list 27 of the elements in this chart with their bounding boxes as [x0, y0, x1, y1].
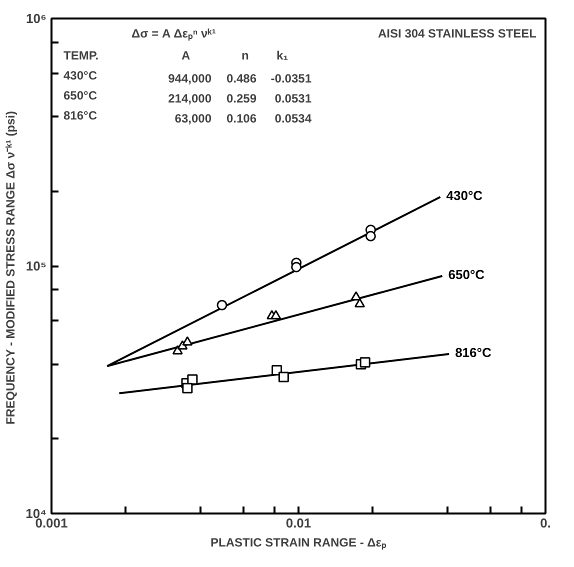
x-tick-label: 0. [540, 516, 551, 530]
annotation: k₁ [276, 48, 288, 62]
x-axis-title: PLASTIC STRAIN RANGE - Δεₚ [210, 536, 387, 550]
annotation: 63,000 [174, 112, 212, 126]
y-tick-label: 10⁶ [26, 11, 47, 26]
annotation: Δσ = A Δεₚⁿ νᵏ¹ [132, 26, 216, 42]
annotation: 0.486 [226, 72, 257, 86]
annotation: 0.259 [226, 92, 257, 106]
annotation: TEMP. [64, 48, 99, 62]
series-label: 430°C [446, 188, 484, 204]
annotation: 430°C [64, 68, 98, 82]
x-tick-label: 0.01 [286, 516, 312, 530]
annotation: A [182, 48, 190, 62]
y-axis-title: FREQUENCY - MODIFIED STRESS RANGE Δσ ν⁻ᵏ¹ (psi) [4, 111, 18, 425]
series-label: 816°C [455, 345, 492, 360]
annotation: 944,000 [168, 72, 212, 86]
annotation: AISI 304 STAINLESS STEEL [378, 26, 536, 40]
annotation: -0.0351 [270, 72, 312, 86]
annotation: 0.0531 [274, 92, 312, 106]
annotation: 214,000 [168, 92, 212, 106]
annotation: 816°C [64, 108, 98, 122]
annotation: 0.0534 [274, 112, 312, 126]
annotation: n [242, 48, 249, 62]
series-label: 650°C [448, 267, 486, 282]
annotation: 0.106 [226, 112, 257, 126]
annotation: 650°C [64, 88, 98, 102]
y-tick-label: 10⁵ [26, 258, 47, 274]
